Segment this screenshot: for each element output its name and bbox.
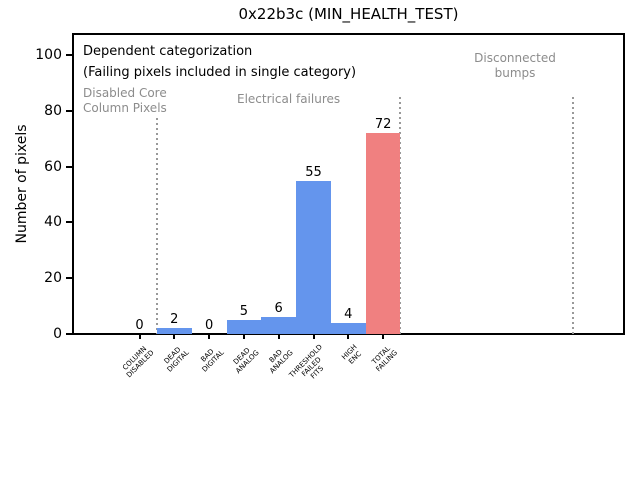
value-label-dead-analog: 5 <box>239 304 249 320</box>
value-label-bad-analog: 6 <box>274 301 283 317</box>
bar-high-enc <box>330 322 366 334</box>
y-tick-40 <box>66 221 72 224</box>
x-tick-label-dead-analog: DEAD ANALOG <box>231 346 261 376</box>
value-label-bad-digital: 0 <box>204 318 214 333</box>
value-label-column-disabled: 0 <box>135 318 144 333</box>
x-tick-label-high-enc: HIGH ENC <box>340 343 364 366</box>
x-tick-dead-analog <box>242 335 245 339</box>
section-label-disconnected-bumps: Disconnected bumps <box>474 51 556 80</box>
section-label-disabled-core-column-pixels: Disabled Core Column Pixels <box>83 86 167 115</box>
x-tick-bad-analog <box>277 335 280 339</box>
bar-threshold-failed-fits <box>296 180 331 334</box>
annotation-subheading: (Failing pixels included in single categ… <box>83 65 357 80</box>
x-tick-dead-digital <box>173 335 176 339</box>
x-tick-column-disabled <box>138 335 141 339</box>
bar-bad-analog <box>261 317 297 334</box>
chart-title: 0x22b3c (MIN_HEALTH_TEST) <box>238 5 459 23</box>
x-tick-label-bad-digital: BAD DIGITAL <box>199 347 226 374</box>
bar-total-failing <box>365 133 401 334</box>
y-tick-label-60: 60 <box>44 158 62 175</box>
value-label-threshold-failed-fits: 55 <box>305 164 322 180</box>
section-divider-1 <box>156 118 158 334</box>
value-label-total-failing: 72 <box>374 117 392 133</box>
x-tick-label-dead-digital: DEAD DIGITAL <box>162 345 191 374</box>
value-label-high-enc: 4 <box>344 306 353 322</box>
y-tick-label-80: 80 <box>44 102 62 119</box>
section-divider-3 <box>572 97 574 334</box>
x-tick-total-failing <box>382 335 385 339</box>
y-tick-label-0: 0 <box>53 326 62 342</box>
x-tick-bad-digital <box>208 335 211 339</box>
y-tick-label-20: 20 <box>44 270 62 287</box>
y-tick-20 <box>66 277 72 280</box>
y-tick-label-40: 40 <box>44 214 62 231</box>
x-tick-label-column-disabled: COLUMN DISABLED <box>121 344 156 380</box>
y-tick-0 <box>66 333 72 335</box>
x-tick-high-enc <box>347 335 350 339</box>
bar-dead-digital <box>156 328 192 334</box>
section-label-electrical-failures: Electrical failures <box>237 92 341 106</box>
plot-area <box>72 33 625 335</box>
x-tick-label-total-failing: TOTAL FAILING <box>370 344 400 374</box>
x-tick-threshold-failed-fits <box>312 335 315 339</box>
y-tick-60 <box>66 165 72 168</box>
y-tick-label-100: 100 <box>35 47 62 63</box>
value-label-dead-digital: 2 <box>170 312 179 328</box>
annotation-heading: Dependent categorization <box>83 44 253 59</box>
y-axis-label: Number of pixels <box>14 124 30 244</box>
x-tick-label-threshold-failed-fits: THRESHOLD FAILED FITS <box>287 343 326 381</box>
y-tick-80 <box>66 109 72 112</box>
y-tick-100 <box>66 54 72 56</box>
bar-dead-analog <box>226 320 262 334</box>
